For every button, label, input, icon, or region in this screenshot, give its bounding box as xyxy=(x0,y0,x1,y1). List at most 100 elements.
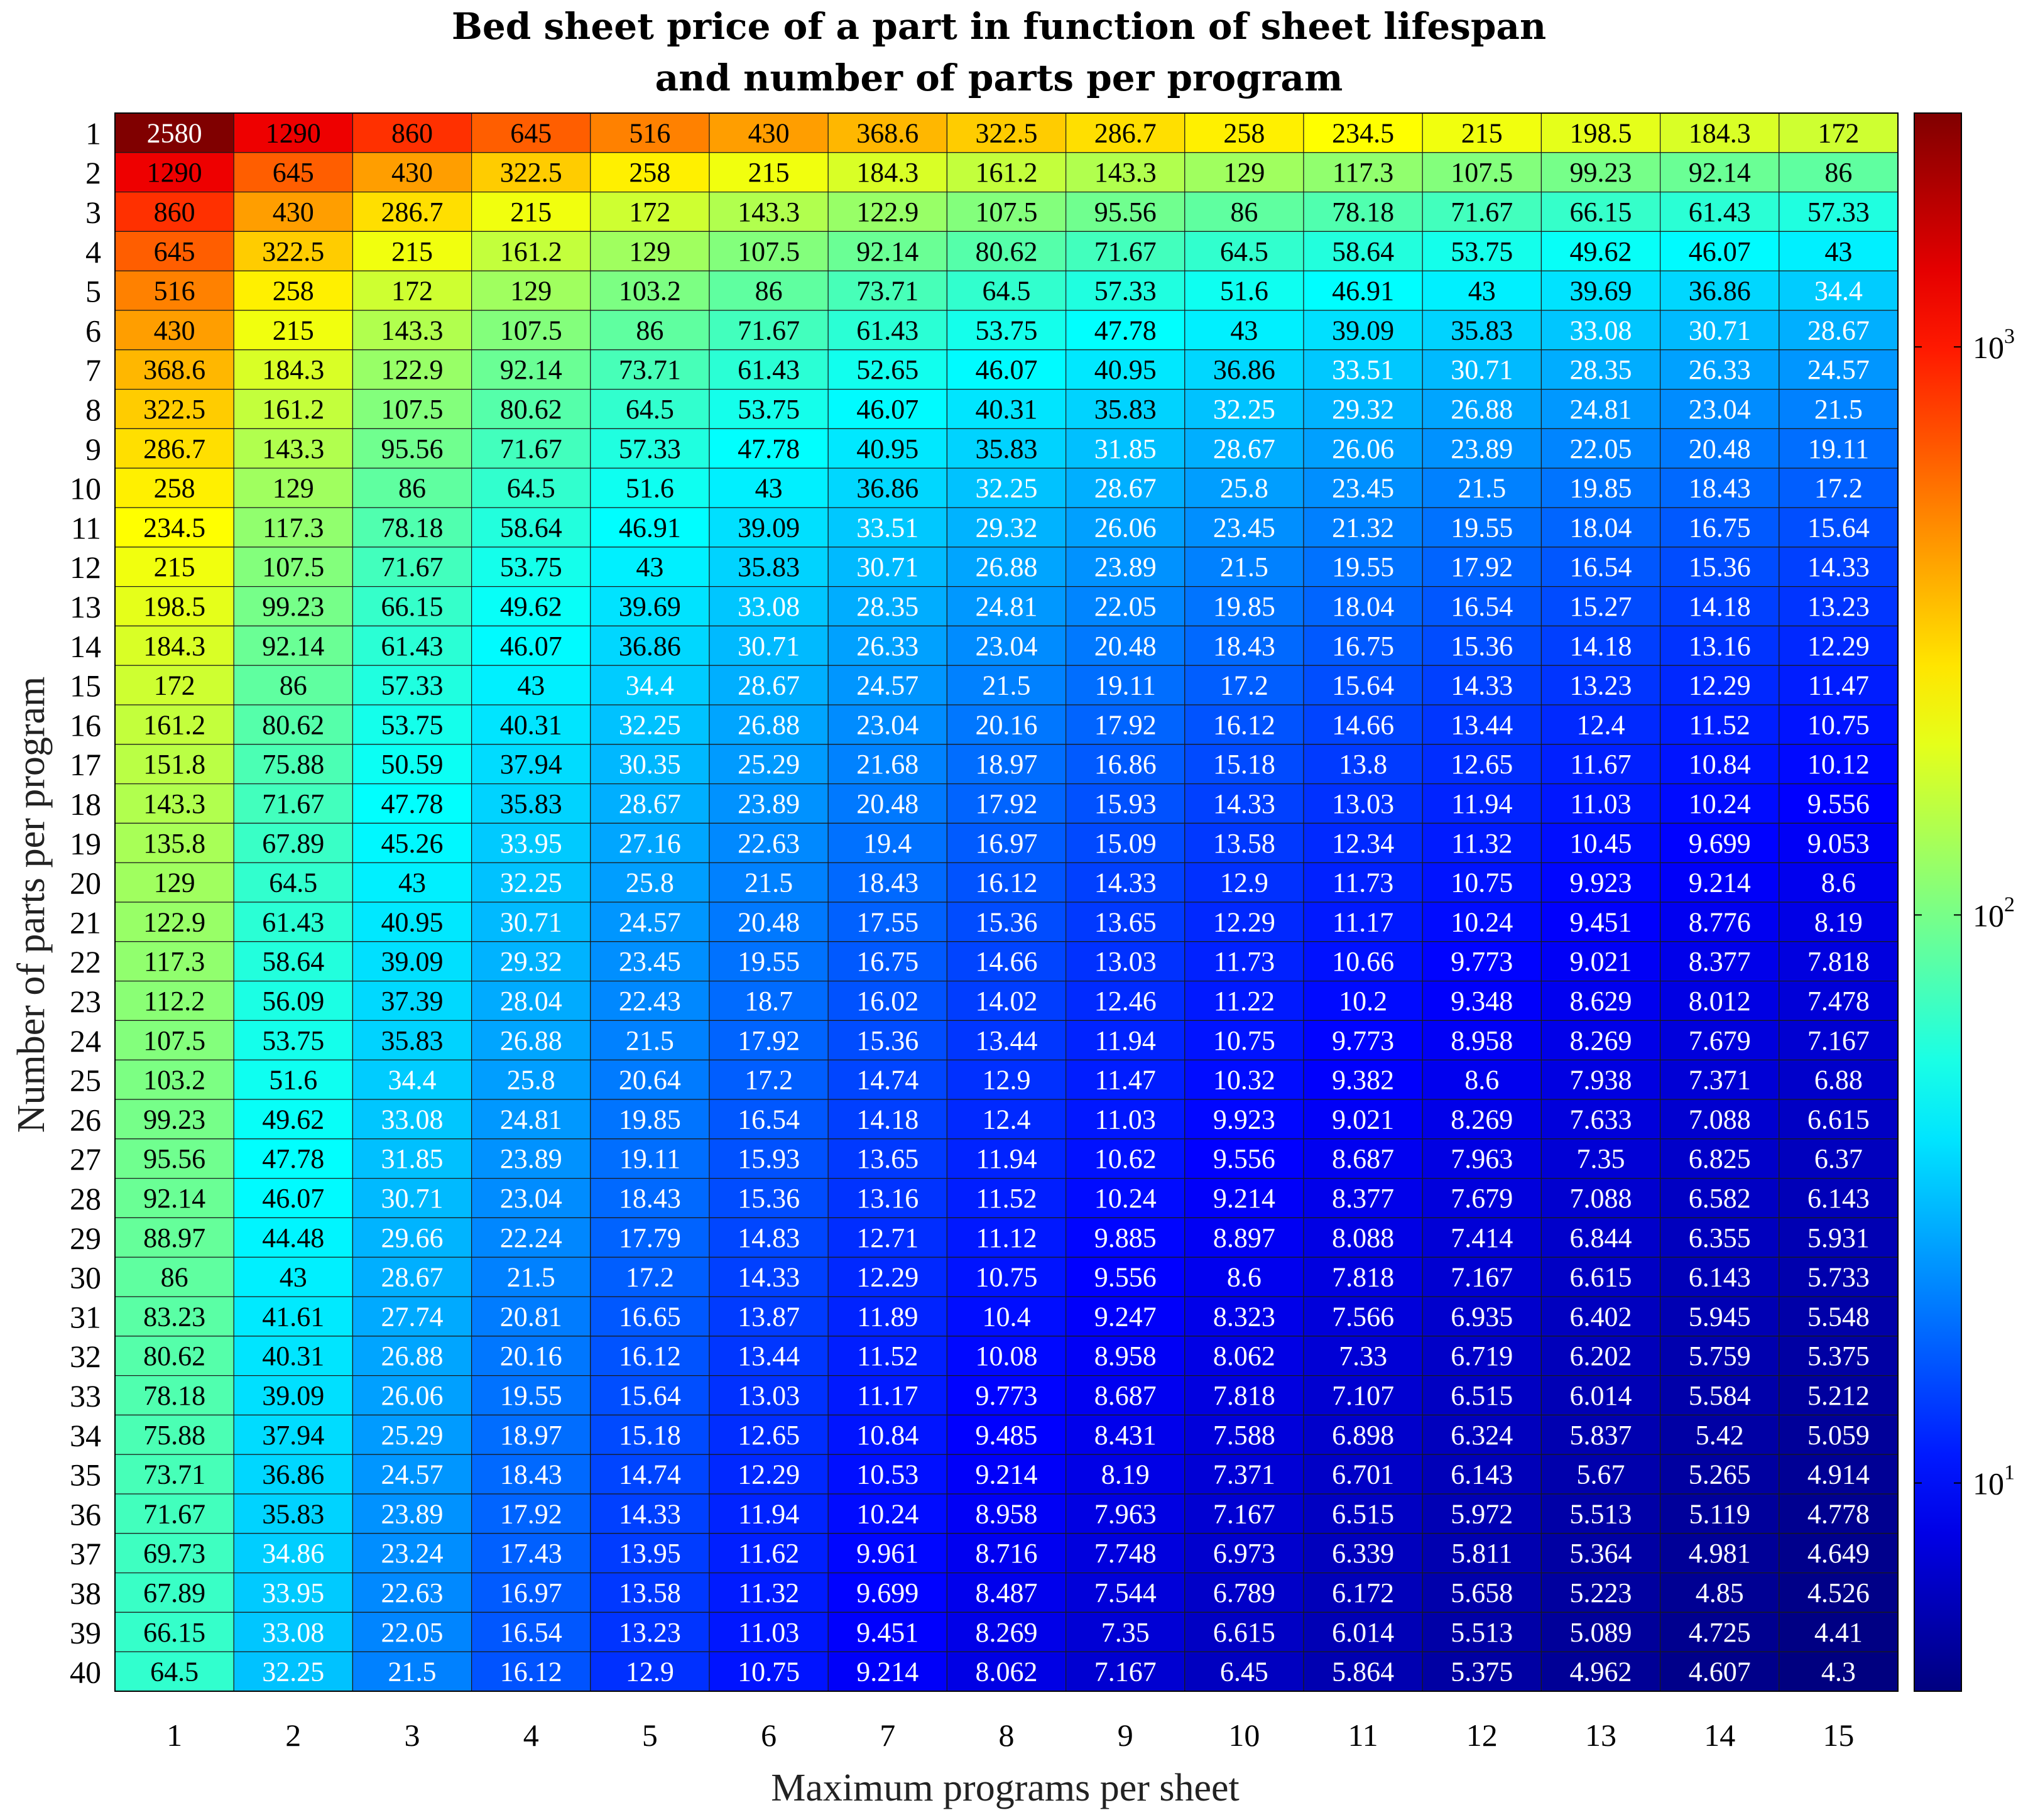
y-tick-label: 30 xyxy=(70,1260,101,1295)
cell-value-label: 14.66 xyxy=(1332,709,1394,740)
cell-value-label: 215 xyxy=(1461,117,1503,148)
cell-value-label: 19.55 xyxy=(1451,512,1513,543)
cell-value-label: 430 xyxy=(391,157,433,188)
cell-value-label: 43 xyxy=(517,670,545,701)
cell-value-label: 16.54 xyxy=(1570,552,1632,582)
heatmap-cell xyxy=(1422,1414,1542,1455)
heatmap-cell xyxy=(590,192,710,232)
heatmap-cell xyxy=(1303,1493,1423,1534)
cell-value-label: 30.71 xyxy=(1689,315,1751,346)
cell-value-label: 92.14 xyxy=(500,354,562,385)
heatmap-cell xyxy=(1065,1020,1185,1060)
heatmap-cell xyxy=(1779,1454,1899,1495)
cell-value-label: 368.6 xyxy=(143,354,205,385)
cell-value-label: 33.08 xyxy=(738,591,800,622)
cell-value-label: 215 xyxy=(391,236,433,267)
cell-value-label: 6.172 xyxy=(1332,1578,1394,1608)
cell-value-label: 17.92 xyxy=(1094,709,1157,740)
y-tick-label: 40 xyxy=(70,1655,101,1690)
heatmap-cell xyxy=(590,1414,710,1455)
heatmap-cell xyxy=(114,1138,234,1179)
cell-value-label: 8.487 xyxy=(976,1578,1038,1608)
heatmap-cell xyxy=(946,665,1067,706)
heatmap-cell xyxy=(233,1336,354,1376)
cell-value-label: 6.014 xyxy=(1570,1380,1632,1411)
cell-value-label: 13.87 xyxy=(738,1301,800,1332)
heatmap-cell xyxy=(590,822,710,863)
heatmap-cell xyxy=(1422,1217,1542,1258)
cell-value-label: 11.73 xyxy=(1214,946,1275,977)
heatmap-cell xyxy=(471,467,591,508)
heatmap-cell xyxy=(471,1296,591,1337)
cell-value-label: 88.97 xyxy=(143,1223,205,1253)
heatmap-cell xyxy=(1660,152,1780,193)
y-tick-label: 36 xyxy=(70,1496,101,1532)
heatmap-cell xyxy=(233,112,354,153)
heatmap-cell xyxy=(827,192,947,232)
heatmap-cell xyxy=(1422,112,1542,153)
y-tick-label: 37 xyxy=(70,1536,101,1571)
cell-value-label: 13.58 xyxy=(1213,828,1275,859)
heatmap-cell xyxy=(114,310,234,351)
heatmap-cell xyxy=(1779,1611,1899,1652)
cell-value-label: 80.62 xyxy=(500,394,562,425)
heatmap-cell xyxy=(1422,349,1542,390)
heatmap-cell xyxy=(1422,1572,1542,1613)
heatmap-cell xyxy=(1303,507,1423,548)
cell-value-label: 28.35 xyxy=(1570,354,1632,385)
cell-value-label: 33.08 xyxy=(381,1104,444,1135)
cell-value-label: 5.089 xyxy=(1570,1617,1632,1648)
heatmap-cell xyxy=(352,862,472,903)
cell-value-label: 33.95 xyxy=(500,828,562,859)
y-tick-label: 17 xyxy=(70,747,101,782)
heatmap-cell xyxy=(827,1611,947,1652)
cell-value-label: 14.66 xyxy=(976,946,1038,977)
heatmap-cell xyxy=(233,1454,354,1495)
cell-value-label: 107.5 xyxy=(500,315,562,346)
heatmap-cell xyxy=(709,1414,829,1455)
cell-value-label: 13.44 xyxy=(738,1341,800,1371)
heatmap-cell xyxy=(352,783,472,824)
cell-value-label: 28.04 xyxy=(500,986,562,1016)
cell-value-label: 30.71 xyxy=(738,631,800,662)
cell-value-label: 46.07 xyxy=(500,631,562,662)
cell-value-label: 9.485 xyxy=(976,1420,1038,1451)
cell-value-label: 234.5 xyxy=(143,512,205,543)
cell-value-label: 15.93 xyxy=(1094,788,1157,819)
heatmap-cell xyxy=(1065,862,1185,903)
cell-value-label: 2580 xyxy=(147,117,202,148)
heatmap-cell xyxy=(827,1099,947,1140)
cell-value-label: 1290 xyxy=(147,157,202,188)
cell-value-label: 35.83 xyxy=(976,433,1038,464)
cell-value-label: 10.75 xyxy=(1213,1025,1275,1056)
cell-value-label: 122.9 xyxy=(856,197,918,227)
heatmap-cell xyxy=(1779,1256,1899,1297)
heatmap-cell xyxy=(1540,1493,1661,1534)
cell-value-label: 22.63 xyxy=(738,828,800,859)
cell-value-label: 9.961 xyxy=(856,1538,918,1569)
cell-value-label: 19.85 xyxy=(619,1104,681,1135)
cell-value-label: 11.62 xyxy=(738,1538,799,1569)
cell-value-label: 6.719 xyxy=(1451,1341,1513,1371)
cell-value-label: 14.74 xyxy=(856,1065,918,1096)
cell-value-label: 368.6 xyxy=(856,117,918,148)
heatmap-cell xyxy=(946,1533,1067,1574)
heatmap-cell xyxy=(352,586,472,626)
cell-value-label: 7.588 xyxy=(1213,1420,1275,1451)
cell-value-label: 36.86 xyxy=(1689,276,1751,307)
heatmap-cell xyxy=(590,231,710,271)
heatmap-cell xyxy=(114,270,234,311)
cell-value-label: 5.513 xyxy=(1570,1498,1632,1529)
heatmap-cell xyxy=(709,1020,829,1060)
heatmap-cell xyxy=(1540,192,1661,232)
cell-value-label: 7.818 xyxy=(1332,1262,1394,1293)
heatmap-cell xyxy=(590,1059,710,1100)
cell-value-label: 12.29 xyxy=(1213,907,1275,937)
heatmap-cell xyxy=(114,349,234,390)
cell-value-label: 26.88 xyxy=(738,709,800,740)
cell-value-label: 5.375 xyxy=(1807,1341,1870,1371)
cell-value-label: 53.75 xyxy=(381,709,444,740)
heatmap-cell xyxy=(946,428,1067,469)
heatmap-cell xyxy=(1660,783,1780,824)
heatmap-cell xyxy=(709,388,829,429)
